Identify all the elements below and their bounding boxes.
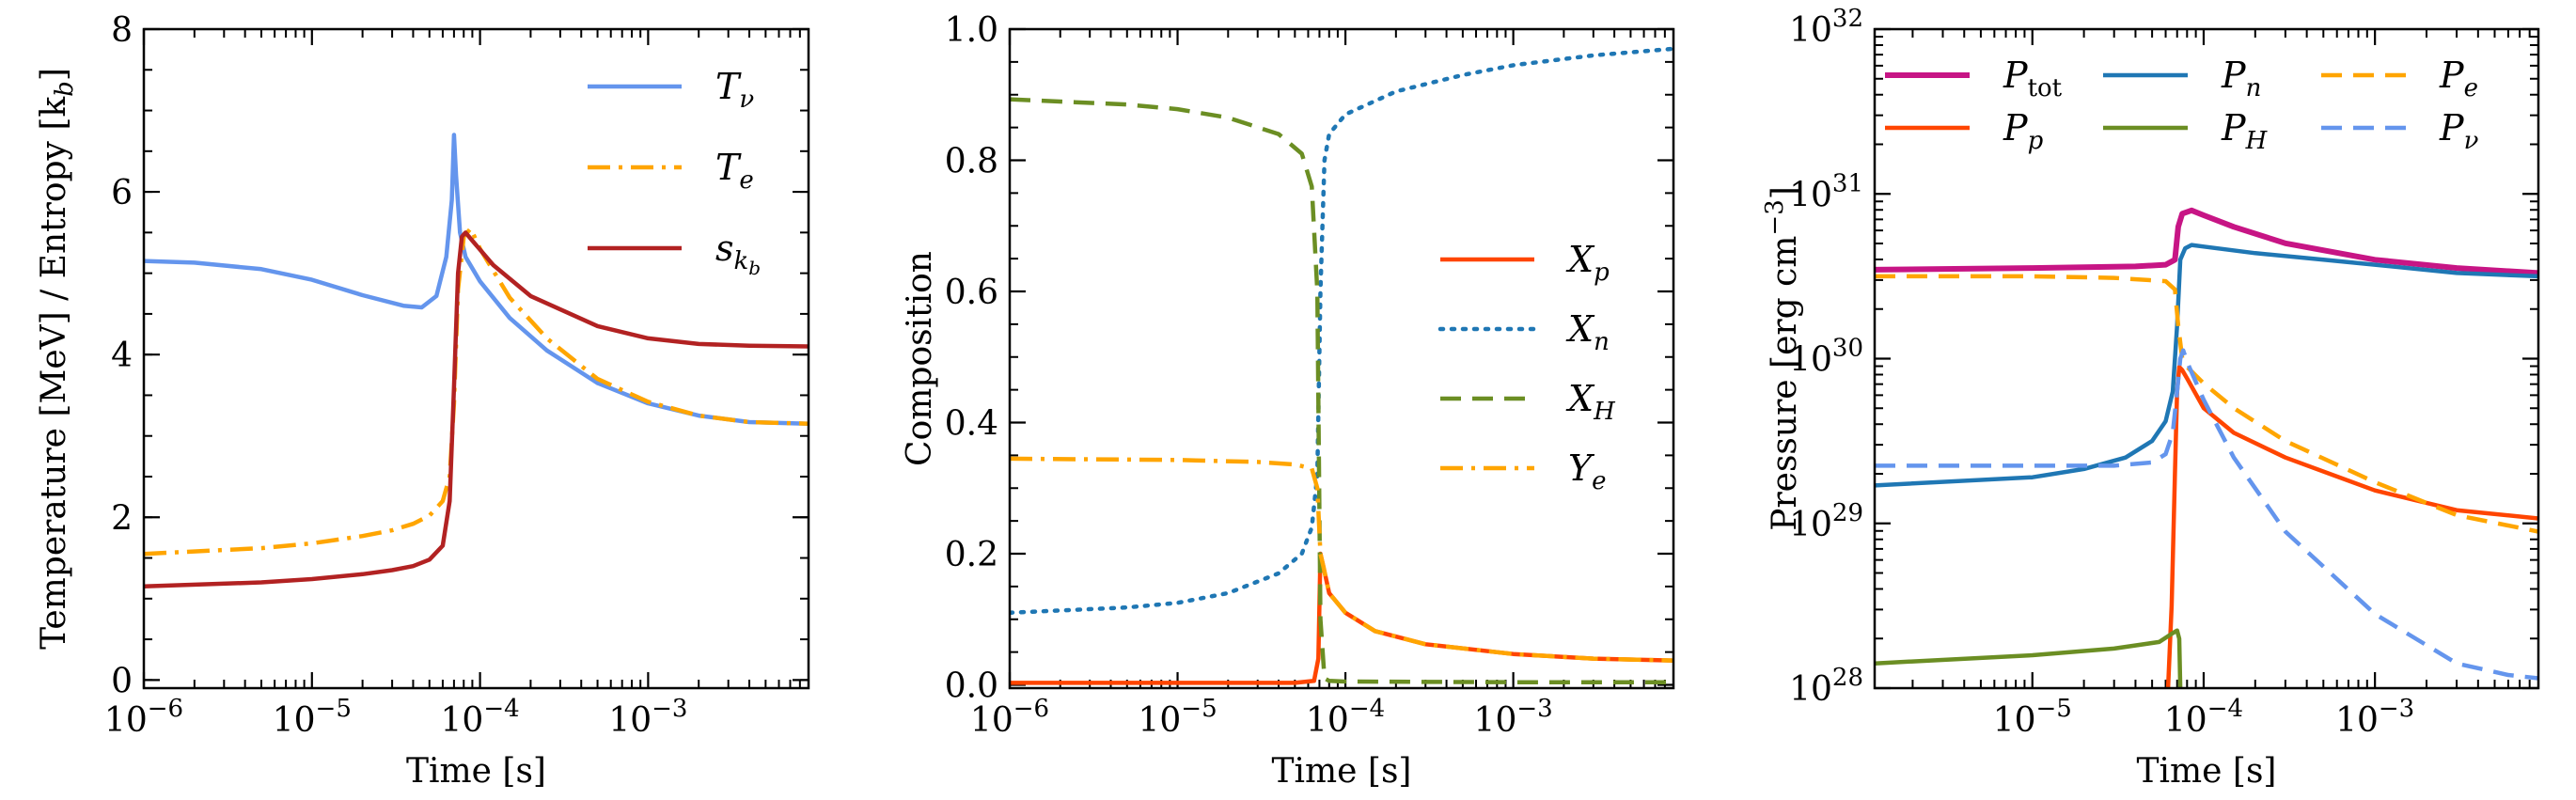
series-line-P-tot: [1875, 207, 2538, 276]
legend-label-P-tot: Ptot: [2003, 55, 2063, 102]
legend-label-P-H: PH: [2221, 107, 2269, 155]
x-tick-label: 10−4: [441, 695, 520, 740]
legend-label-T-e: Te: [715, 147, 754, 195]
y-axis-label: Temperature [MeV] / Entropy [kb]: [35, 68, 79, 650]
axes-frame: [1873, 27, 2540, 690]
y-tick-label: 1.0: [945, 11, 998, 50]
y-tick-label: 6: [111, 174, 133, 212]
x-axis-label: Time [s]: [1272, 752, 1412, 791]
y-tick-label: 1029: [1789, 499, 1863, 544]
legend-label-X-n: Xn: [1565, 308, 1610, 356]
y-tick-label: 2: [111, 499, 133, 538]
y-tick-label: 1030: [1789, 335, 1863, 380]
legend-label-P-n: Pn: [2221, 55, 2261, 102]
series-line-P-p: [2165, 365, 2538, 688]
y-tick-label: 8: [111, 11, 133, 50]
x-tick-label: 10−5: [1993, 695, 2072, 740]
x-axis-label: Time [s]: [2137, 752, 2277, 791]
pressure-panel: 10−5 10−4 10−3 1028 1029 1030 1031 1032 Time [s]…: [1761, 5, 2540, 791]
y-axis-label: Composition: [901, 251, 939, 466]
x-tick-label: 10−3: [2335, 695, 2414, 740]
series-line-P-H: [1875, 628, 2183, 688]
y-tick-label: 0.4: [945, 405, 998, 444]
legend-label-P-p: Pp: [2003, 107, 2044, 155]
axes-frame: [1008, 27, 1675, 690]
series-line-P-n: [1875, 243, 2538, 488]
y-tick-label: 1028: [1789, 664, 1863, 709]
axes-frame: [142, 27, 810, 690]
legend-label-X-p: Xp: [1565, 239, 1610, 287]
series-line-X-H: [1010, 97, 1673, 684]
x-tick-label: 10−4: [2164, 695, 2243, 740]
series-line-T-ν: [144, 133, 809, 426]
x-tick-label: 10−3: [1474, 695, 1553, 740]
series-line-P-e: [1875, 274, 2538, 534]
x-axis-label: Time [s]: [406, 752, 546, 791]
y-tick-label: 0.6: [945, 274, 998, 312]
series-line-P-ν: [1875, 348, 2538, 681]
x-tick-label: 10−5: [273, 695, 352, 740]
y-tick-label: 0.8: [945, 143, 998, 181]
temperature-entropy-panel: 10−6 10−5 10−4 10−3 0 2 4 6 8 Time [s] Temperature…: [35, 11, 810, 791]
series-line-s-k: [144, 230, 809, 589]
y-tick-label: 1031: [1789, 169, 1863, 214]
legend-label-P-ν: Pν: [2439, 107, 2479, 155]
x-tick-label: 10−4: [1306, 695, 1385, 740]
y-axis-label: Pressure [erg cm−3]: [1761, 186, 1804, 531]
y-tick-label: 1032: [1789, 5, 1863, 50]
x-tick-label: 10−5: [1138, 695, 1217, 740]
composition-panel: 10−6 10−5 10−4 10−3 0.0 0.2 0.4 0.6 0.8 1.0 Time […: [901, 11, 1675, 791]
series-line-Y-e: [1010, 456, 1673, 663]
x-tick-label: 10−6: [970, 695, 1049, 740]
legend-label-T-ν: Tν: [715, 66, 754, 114]
x-tick-label: 10−6: [104, 695, 183, 740]
legend-label-s-k: skb: [715, 227, 761, 279]
y-tick-label: 0.2: [945, 536, 998, 574]
legend-label-P-e: Pe: [2439, 55, 2478, 102]
y-tick-label: 0: [111, 662, 133, 700]
legend-label-X-H: XH: [1565, 378, 1616, 426]
series-line-X-n: [1010, 46, 1673, 616]
y-tick-label: 0.0: [945, 667, 998, 706]
x-tick-label: 10−3: [608, 695, 687, 740]
legend-label-Y-e: Ye: [1568, 447, 1606, 495]
series-line-X-p: [1010, 551, 1673, 685]
y-tick-label: 4: [111, 337, 133, 375]
